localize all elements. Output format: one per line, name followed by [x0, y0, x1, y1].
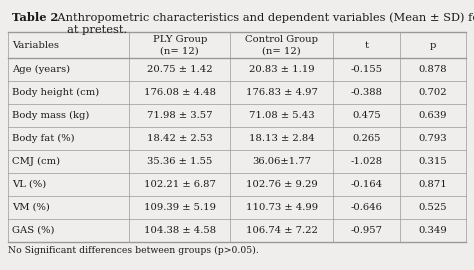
Text: 0.265: 0.265 [352, 134, 381, 143]
Text: 35.36 ± 1.55: 35.36 ± 1.55 [147, 157, 212, 166]
Text: 0.793: 0.793 [419, 134, 447, 143]
Text: -0.164: -0.164 [350, 180, 383, 189]
Text: -0.155: -0.155 [350, 65, 383, 74]
Text: Body height (cm): Body height (cm) [12, 88, 99, 97]
Text: 176.83 ± 4.97: 176.83 ± 4.97 [246, 88, 318, 97]
Text: Body mass (kg): Body mass (kg) [12, 111, 90, 120]
Text: t: t [365, 40, 368, 49]
Text: No Significant differences between groups (p>0.05).: No Significant differences between group… [8, 246, 259, 255]
Text: Variables: Variables [12, 40, 59, 49]
Text: 0.349: 0.349 [419, 226, 447, 235]
Text: 106.74 ± 7.22: 106.74 ± 7.22 [246, 226, 318, 235]
Text: 18.42 ± 2.53: 18.42 ± 2.53 [147, 134, 212, 143]
Text: Control Group
(n= 12): Control Group (n= 12) [245, 35, 318, 55]
Text: VL (%): VL (%) [12, 180, 46, 189]
Text: 71.98 ± 3.57: 71.98 ± 3.57 [147, 111, 212, 120]
Text: -0.646: -0.646 [350, 203, 383, 212]
Text: 0.878: 0.878 [419, 65, 447, 74]
Text: CMJ (cm): CMJ (cm) [12, 157, 60, 166]
Text: -0.388: -0.388 [350, 88, 383, 97]
Text: at pretest.: at pretest. [67, 25, 127, 35]
Text: 0.525: 0.525 [419, 203, 447, 212]
Text: -1.028: -1.028 [350, 157, 383, 166]
Text: 176.08 ± 4.48: 176.08 ± 4.48 [144, 88, 216, 97]
Text: 110.73 ± 4.99: 110.73 ± 4.99 [246, 203, 318, 212]
Text: 102.21 ± 6.87: 102.21 ± 6.87 [144, 180, 216, 189]
Text: Body fat (%): Body fat (%) [12, 134, 74, 143]
Text: . Anthropometric characteristics and dependent variables (Mean ± SD) for each gr: . Anthropometric characteristics and dep… [50, 12, 474, 23]
Text: 0.475: 0.475 [352, 111, 381, 120]
Text: PLY Group
(n= 12): PLY Group (n= 12) [153, 35, 207, 55]
Text: 36.06±1.77: 36.06±1.77 [252, 157, 311, 166]
Text: 0.639: 0.639 [419, 111, 447, 120]
Text: 0.315: 0.315 [419, 157, 447, 166]
Text: 104.38 ± 4.58: 104.38 ± 4.58 [144, 226, 216, 235]
Text: 71.08 ± 5.43: 71.08 ± 5.43 [249, 111, 314, 120]
Text: GAS (%): GAS (%) [12, 226, 55, 235]
Text: Table 2: Table 2 [12, 12, 58, 23]
Text: 20.75 ± 1.42: 20.75 ± 1.42 [147, 65, 212, 74]
Text: 109.39 ± 5.19: 109.39 ± 5.19 [144, 203, 216, 212]
Text: 0.702: 0.702 [419, 88, 447, 97]
Text: 0.871: 0.871 [419, 180, 447, 189]
Text: 20.83 ± 1.19: 20.83 ± 1.19 [249, 65, 314, 74]
Text: Age (years): Age (years) [12, 65, 70, 74]
Text: VM (%): VM (%) [12, 203, 50, 212]
Text: -0.957: -0.957 [350, 226, 383, 235]
Text: 102.76 ± 9.29: 102.76 ± 9.29 [246, 180, 318, 189]
Text: 18.13 ± 2.84: 18.13 ± 2.84 [249, 134, 315, 143]
Text: p: p [429, 40, 436, 49]
